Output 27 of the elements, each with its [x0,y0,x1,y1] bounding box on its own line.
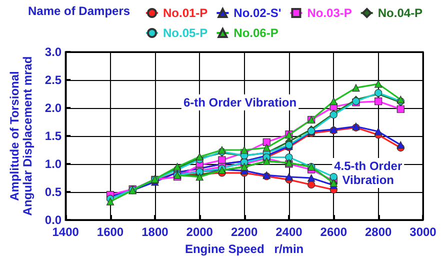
x-tick-label: 3000 [410,225,437,239]
y-tick-label: 0.0 [44,213,62,227]
x-tick-label: 2800 [364,225,392,239]
legend-title: Name of Dampers [28,4,130,18]
x-tick-label: 2000 [186,225,214,239]
x-tick-label: 1800 [142,225,169,239]
annotation: 6-th Order Vibration [183,95,297,110]
legend-label: No.02-S' [234,6,282,20]
x-tick-label: 2200 [230,225,258,239]
y-tick-label: 0.5 [44,185,62,199]
x-tick-label: 1600 [96,225,124,239]
y-axis-title: Amplitude of Torsional Angular Displacement mrad [8,56,34,216]
x-tick-label: 2600 [320,225,348,239]
y-tick-label: 1.0 [44,157,62,171]
legend-label: No.03-P [307,6,352,20]
x-axis-title: Engine Speed r/min [184,242,304,256]
y-tick-label: 1.5 [44,129,62,143]
y-tick-label: 2.5 [44,73,62,87]
y-tick-label: 2.0 [44,101,62,115]
legend-label: No.01-P [163,6,208,20]
annotation: 4.5-th Order Vibration [334,158,402,187]
x-tick-label: 1400 [52,225,80,239]
x-tick-label: 2400 [276,225,303,239]
legend-label: No.04-P [378,6,423,20]
y-tick-label: 3.0 [44,45,62,59]
legend-label: No.05-P [163,26,208,40]
legend-label: No.06-P [234,26,278,40]
